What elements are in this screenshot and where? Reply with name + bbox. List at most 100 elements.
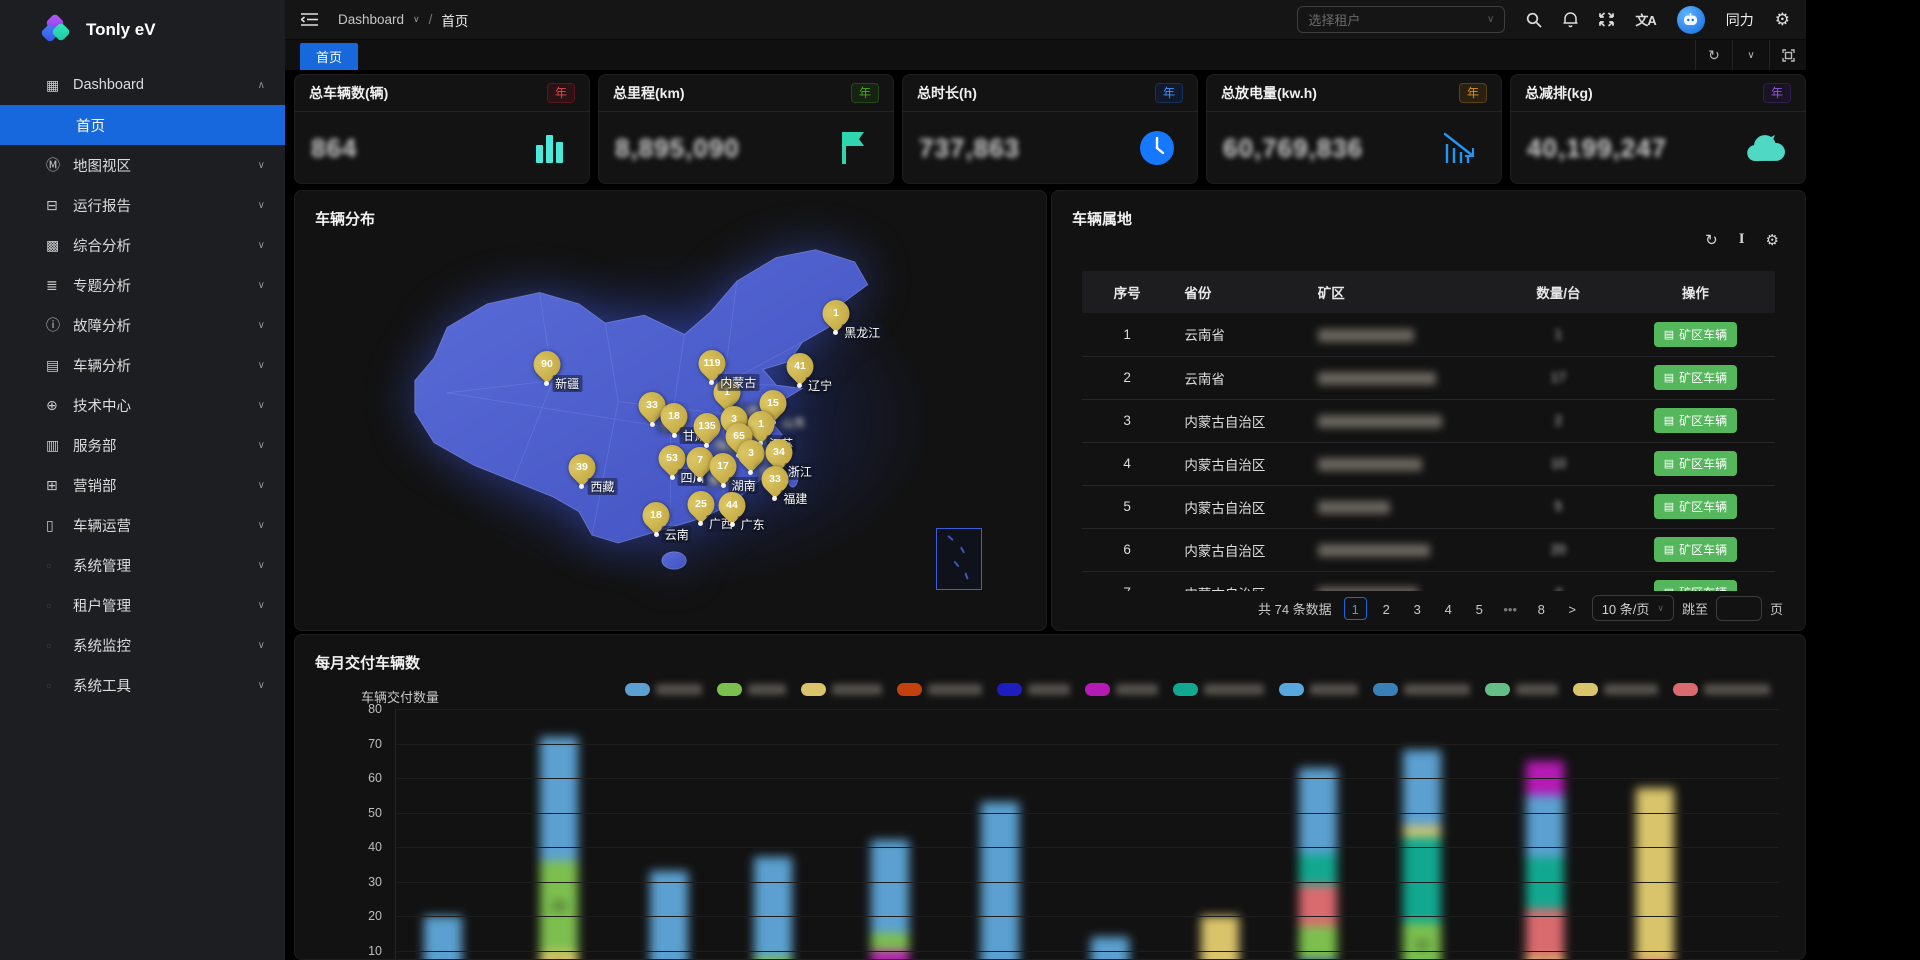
stacked-bar-5[interactable]: [871, 709, 909, 960]
pagination-page-8[interactable]: 8: [1530, 597, 1553, 620]
map-pin-湖南[interactable]: 17湖南: [710, 453, 737, 480]
stacked-bar-7[interactable]: [1091, 709, 1129, 960]
sidebar-item-fault-analysis[interactable]: ⓘ故障分析∨: [0, 305, 285, 345]
sidebar-item-system-monitor[interactable]: ▫系统监控∨: [0, 625, 285, 665]
sidebar-item-system-tools[interactable]: ▫系统工具∨: [0, 665, 285, 705]
sidebar-item-run-report[interactable]: ⊟运行报告∨: [0, 185, 285, 225]
maximize-icon[interactable]: [1769, 40, 1806, 70]
legend-item-8[interactable]: [1279, 683, 1358, 696]
legend-item-4[interactable]: [897, 683, 982, 696]
mine-vehicles-button[interactable]: ▤矿区车辆: [1654, 580, 1737, 591]
refresh-icon[interactable]: ↻: [1705, 231, 1718, 249]
mine-vehicles-button[interactable]: ▤矿区车辆: [1654, 451, 1737, 476]
map-pin-陕西[interactable]: 135陕西: [693, 413, 720, 440]
map-pin-广东[interactable]: 44广东: [719, 492, 746, 519]
sidebar-item-topic-analysis[interactable]: ≣专题分析∨: [0, 265, 285, 305]
map-pin-辽宁[interactable]: 41辽宁: [786, 353, 813, 380]
page-size-select[interactable]: 10 条/页∨: [1592, 595, 1674, 621]
breadcrumb-current[interactable]: 首页: [441, 10, 468, 30]
jump-page-input[interactable]: [1716, 596, 1762, 621]
sidebar-item-comprehensive-analysis[interactable]: ▩综合分析∨: [0, 225, 285, 265]
pagination-page-•••[interactable]: •••: [1499, 597, 1522, 620]
mine-vehicles-button[interactable]: ▤矿区车辆: [1654, 537, 1737, 562]
column-height-icon[interactable]: I: [1739, 231, 1745, 249]
sidebar-item-system-mgmt[interactable]: ▫系统管理∨: [0, 545, 285, 585]
legend-item-12[interactable]: [1673, 683, 1770, 696]
gridline: [396, 709, 1779, 710]
gear-icon[interactable]: ⚙: [1775, 10, 1790, 30]
stacked-bar-4[interactable]: [754, 709, 792, 960]
map-pin-云南[interactable]: 18云南: [643, 502, 670, 529]
stacked-bar-3[interactable]: [650, 709, 688, 960]
stacked-bar-2[interactable]: 269: [540, 709, 578, 960]
legend-item-9[interactable]: [1373, 683, 1470, 696]
legend-item-11[interactable]: [1573, 683, 1658, 696]
map-pin-西藏[interactable]: 39西藏: [568, 454, 595, 481]
sidebar-item-marketing-dept[interactable]: ⊞营销部∨: [0, 465, 285, 505]
sidebar-item-tech-center[interactable]: ⊕技术中心∨: [0, 385, 285, 425]
map-pin-四川[interactable]: 53四川: [659, 445, 686, 472]
refresh-icon[interactable]: ↻: [1695, 40, 1732, 70]
app-title: Tonly eV: [86, 20, 156, 40]
legend-swatch: [997, 683, 1022, 696]
legend-item-6[interactable]: [1085, 683, 1158, 696]
mine-vehicles-button[interactable]: ▤矿区车辆: [1654, 408, 1737, 433]
user-avatar[interactable]: [1677, 6, 1705, 34]
map-pin-福建[interactable]: 33福建: [761, 466, 788, 493]
pagination-next[interactable]: >: [1561, 597, 1584, 620]
stacked-bar-11[interactable]: 3: [1526, 709, 1564, 960]
map-pin-安徽[interactable]: 3安徽: [737, 440, 764, 467]
legend-item-2[interactable]: [717, 683, 786, 696]
menu-fold-icon[interactable]: [301, 12, 318, 27]
map-pin-新疆[interactable]: 90新疆: [533, 351, 560, 378]
pagination-page-5[interactable]: 5: [1468, 597, 1491, 620]
sidebar-item-map-view[interactable]: Ⓜ地图视区∨: [0, 145, 285, 185]
sidebar-item-tenant-mgmt[interactable]: ▫租户管理∨: [0, 585, 285, 625]
sidebar-item-home[interactable]: 首页: [0, 105, 285, 145]
fullscreen-icon[interactable]: [1599, 12, 1614, 27]
legend-item-7[interactable]: [1173, 683, 1264, 696]
tenant-select[interactable]: 选择租户 ∨: [1297, 6, 1505, 33]
bell-icon[interactable]: [1563, 11, 1578, 28]
legend-item-1[interactable]: [625, 683, 702, 696]
legend-item-3[interactable]: [801, 683, 882, 696]
pagination-page-4[interactable]: 4: [1437, 597, 1460, 620]
tab-home[interactable]: 首页: [300, 43, 358, 70]
mine-vehicles-button[interactable]: ▤矿区车辆: [1654, 494, 1737, 519]
legend-swatch: [897, 683, 922, 696]
pagination-page-3[interactable]: 3: [1406, 597, 1429, 620]
stacked-bar-9[interactable]: [1299, 709, 1337, 960]
map-pin-甘肃[interactable]: 18甘肃: [661, 403, 688, 430]
legend-item-10[interactable]: [1485, 683, 1558, 696]
chevron-down-icon[interactable]: ∨: [1732, 40, 1769, 70]
legend-label-redacted: [1704, 684, 1770, 695]
legend-item-5[interactable]: [997, 683, 1070, 696]
translate-icon[interactable]: 文A: [1635, 10, 1655, 29]
dim-icon: ▫: [46, 557, 73, 573]
map-pin-黑龙江[interactable]: 1黑龙江: [822, 300, 849, 327]
map-pin-广西[interactable]: 25广西: [687, 491, 714, 518]
stacked-bar-1[interactable]: [424, 709, 462, 960]
map-pin-浙江[interactable]: 34浙江: [766, 439, 793, 466]
stat-card-value: 8,895,090: [615, 133, 740, 164]
y-tick-label: 30: [368, 875, 382, 889]
operation-icon: ▯: [46, 517, 73, 534]
sidebar-item-vehicle-operation[interactable]: ▯车辆运营∨: [0, 505, 285, 545]
gear-icon[interactable]: ⚙: [1766, 231, 1779, 249]
pagination-page-2[interactable]: 2: [1375, 597, 1398, 620]
mine-vehicles-button[interactable]: ▤矿区车辆: [1654, 365, 1737, 390]
sidebar-item-dashboard[interactable]: ▦Dashboard∧: [0, 65, 285, 105]
stacked-bar-8[interactable]: [1201, 709, 1239, 960]
stacked-bar-6[interactable]: [981, 709, 1019, 960]
mine-vehicles-button[interactable]: ▤矿区车辆: [1654, 322, 1737, 347]
map-pins: 90新疆39西藏33青海18甘肃53四川18云南7重庆135陕西1山西119内蒙…: [295, 191, 1046, 630]
pagination-page-1[interactable]: 1: [1344, 597, 1367, 620]
sidebar-item-service-dept[interactable]: ▥服务部∨: [0, 425, 285, 465]
breadcrumb-root[interactable]: Dashboard: [338, 12, 404, 27]
stacked-bar-12[interactable]: [1636, 709, 1674, 960]
map-pin-内蒙古[interactable]: 119内蒙古: [698, 350, 725, 377]
search-icon[interactable]: [1526, 12, 1542, 28]
sidebar-item-vehicle-analysis[interactable]: ▤车辆分析∨: [0, 345, 285, 385]
stacked-bar-10[interactable]: 13: [1403, 709, 1441, 960]
username[interactable]: 同力: [1726, 10, 1754, 30]
